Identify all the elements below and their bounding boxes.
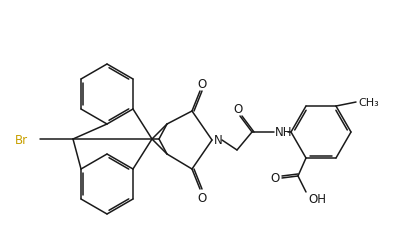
- Text: Br: Br: [15, 133, 28, 146]
- Text: NH: NH: [275, 126, 293, 139]
- Text: CH₃: CH₃: [358, 98, 379, 108]
- Text: O: O: [271, 172, 280, 185]
- Text: OH: OH: [308, 193, 326, 206]
- Text: O: O: [198, 191, 207, 204]
- Text: O: O: [233, 102, 243, 115]
- Text: O: O: [198, 77, 207, 90]
- Text: N: N: [214, 134, 223, 147]
